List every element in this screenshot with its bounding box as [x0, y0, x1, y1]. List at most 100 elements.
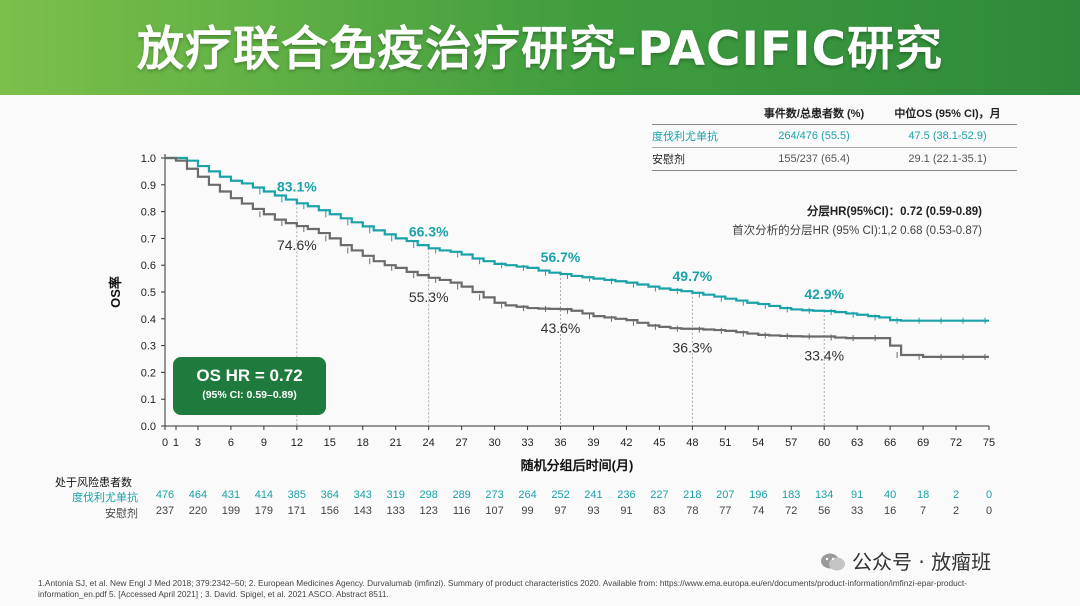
x-tick-label: 63 [851, 437, 863, 449]
x-tick-label: 24 [423, 437, 435, 449]
at-risk-count: 91 [620, 505, 633, 517]
at-risk-header: 处于风险患者数 [55, 477, 132, 489]
at-risk-count: 241 [584, 489, 603, 501]
watermark-text: 公众号 · 放瘤班 [852, 550, 992, 574]
at-risk-count: 133 [386, 505, 405, 517]
median-cell: 29.1 (22.1-35.1) [908, 153, 987, 165]
x-tick-label: 12 [291, 437, 303, 449]
table-header-cell: 事件数/总患者数 (%) [763, 108, 865, 120]
at-risk-count: 264 [518, 489, 537, 501]
references: 1.Antonia SJ, et al. New Engl J Med 2018… [38, 578, 967, 599]
y-tick-label: 0.0 [141, 421, 156, 433]
y-tick-label: 0.6 [141, 260, 156, 272]
hr-annotation: 分层HR(95%CI)：0.72 (0.59-0.89) 首次分析的分层HR (… [732, 203, 982, 238]
at-risk-count: 107 [485, 505, 504, 517]
chart-axes: 0.00.10.20.30.40.50.60.70.80.91.00 1 3 6 9 12… [108, 153, 995, 473]
milestone-label: 66.3% [409, 223, 449, 239]
x-tick-label: 36 [554, 437, 566, 449]
at-risk-count: 227 [650, 489, 669, 501]
at-risk-count: 72 [785, 505, 798, 517]
x-tick-label: 69 [917, 437, 929, 449]
at-risk-count: 199 [221, 505, 241, 517]
table-header-cell: 中位OS (95% CI)，月 [894, 108, 1001, 120]
at-risk-count: 220 [188, 505, 208, 517]
at-risk-count: 116 [452, 505, 471, 517]
x-tick-label: 51 [719, 437, 731, 449]
milestone-labels: 83.1% 66.3% 56.7% 49.7% 42.9% 74.6% 55.3% 43.6%… [277, 178, 845, 363]
at-risk-count: 99 [521, 505, 534, 517]
x-tick-label: 54 [752, 437, 764, 449]
survival-curve [165, 156, 989, 358]
at-risk-count: 464 [188, 489, 208, 501]
slide-body [0, 95, 1080, 606]
at-risk-count: 236 [617, 489, 636, 501]
survival-curves [165, 156, 989, 360]
at-risk-count: 183 [782, 489, 801, 501]
y-tick-label: 0.2 [141, 367, 156, 379]
at-risk-count: 298 [419, 489, 438, 501]
y-axis-label: OS率 [108, 276, 123, 308]
at-risk-count: 83 [653, 505, 666, 517]
y-tick-label: 1.0 [141, 153, 156, 165]
at-risk-count: 196 [749, 489, 768, 501]
y-tick-label: 0.7 [141, 233, 156, 245]
at-risk-count: 0 [985, 505, 993, 517]
events-cell: 155/237 (65.4) [778, 153, 850, 165]
y-tick-label: 0.3 [141, 341, 156, 353]
arm-name: 安慰剂 [652, 154, 685, 166]
at-risk-count: 74 [752, 505, 765, 517]
at-risk-count: 33 [851, 505, 864, 517]
milestone-label: 36.3% [673, 340, 713, 356]
at-risk-count: 319 [386, 489, 405, 501]
y-tick-label: 0.1 [141, 394, 156, 406]
at-risk-count: 134 [815, 489, 834, 501]
events-cell: 264/476 (55.5) [778, 130, 850, 142]
at-risk-count: 97 [554, 505, 567, 517]
x-tick-label: 60 [818, 437, 830, 449]
at-risk-count: 0 [985, 489, 993, 501]
at-risk-count: 56 [818, 505, 831, 517]
title-banner: 放疗联合免疫治疗研究-PACIFIC研究 [0, 0, 1080, 95]
at-risk-count: 237 [155, 505, 175, 517]
at-risk-count: 2 [952, 505, 960, 517]
x-tick-label: 57 [785, 437, 797, 449]
at-risk-count: 18 [916, 489, 930, 501]
at-risk-arm-label: 安慰剂 [105, 508, 138, 520]
x-tick-label: 66 [884, 437, 896, 449]
hr-stratified: 分层HR(95%CI)：0.72 (0.59-0.89) [806, 206, 982, 218]
at-risk-count: 78 [686, 505, 699, 517]
y-tick-label: 0.4 [141, 314, 156, 326]
table-row: 度伐利尤单抗 264/476 (55.5) 47.5 (38.1-52.9) [652, 125, 1017, 148]
hr-callout-main: OS HR = 0.72 [196, 366, 303, 385]
milestone-label: 56.7% [541, 249, 581, 265]
x-tick-label: 21 [390, 437, 402, 449]
summary-table: 事件数/总患者数 (%) 中位OS (95% CI)，月 度伐利尤单抗 264/… [652, 102, 1017, 171]
survival-curve [165, 156, 989, 322]
at-risk-count: 2 [952, 489, 960, 501]
at-risk-count: 273 [485, 489, 504, 501]
median-cell: 47.5 (38.1-52.9) [908, 130, 987, 142]
at-risk-count: 414 [254, 489, 274, 501]
at-risk-count: 207 [716, 489, 735, 501]
x-tick-label: 42 [620, 437, 632, 449]
x-tick-label: 1 [173, 437, 179, 449]
y-tick-label: 0.8 [141, 207, 156, 219]
x-tick-label: 39 [587, 437, 599, 449]
x-tick-label: 15 [324, 437, 336, 449]
table-header: 事件数/总患者数 (%) 中位OS (95% CI)，月 [652, 102, 1017, 125]
x-tick-label: 45 [653, 437, 665, 449]
at-risk-count: 364 [320, 489, 339, 501]
at-risk-count: 143 [353, 505, 372, 517]
at-risk-count: 93 [587, 505, 600, 517]
at-risk-count: 289 [452, 489, 471, 501]
at-risk-count: 171 [287, 505, 307, 517]
at-risk-count: 123 [419, 505, 438, 517]
x-tick-label: 3 [195, 437, 201, 449]
watermark: 公众号 · 放瘤班 [820, 546, 991, 575]
at-risk-count: 156 [320, 505, 339, 517]
x-tick-label: 30 [488, 437, 500, 449]
at-risk-count: 40 [883, 489, 897, 501]
hr-callout-ci: (95% CI: 0.59–0.89) [202, 389, 297, 401]
table-row: 安慰剂 155/237 (65.4) 29.1 (22.1-35.1) [652, 148, 1017, 171]
